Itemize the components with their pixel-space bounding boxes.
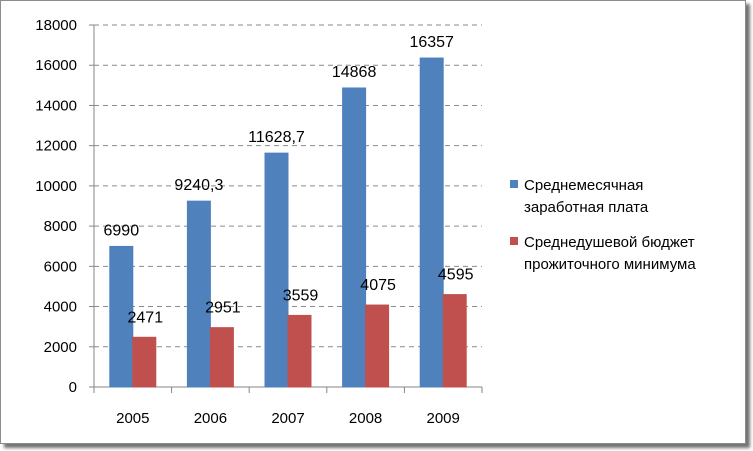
y-tick-label: 14000 [35,97,77,114]
data-label: 2951 [205,300,241,317]
y-tick-label: 10000 [35,178,77,195]
data-label: 4075 [360,277,396,294]
bar [419,57,444,388]
y-tick-label: 0 [69,379,77,396]
legend-swatch [510,180,518,188]
y-tick-label: 2000 [44,339,77,356]
y-tick-label: 8000 [44,218,77,235]
data-label: 9240,3 [174,177,223,194]
bar [109,245,134,388]
y-tick-label: 16000 [35,57,77,74]
legend-label: заработная плата [524,199,649,216]
bar [287,314,312,388]
y-tick-label: 4000 [44,299,77,316]
y-tick-label: 6000 [44,258,77,275]
y-tick-label: 18000 [35,17,77,34]
y-tick-label: 12000 [35,138,77,155]
data-label: 3559 [283,287,319,304]
data-label: 6990 [104,222,140,239]
data-label: 14868 [332,64,377,81]
x-tick-label: 2006 [194,410,227,427]
data-label: 4595 [438,267,474,284]
data-label: 2471 [128,309,164,326]
bar [186,200,211,388]
bar [342,87,367,388]
x-tick-label: 2007 [271,410,304,427]
data-label: 16357 [409,34,454,51]
x-tick-label: 2009 [427,410,460,427]
bar-chart: 0 2000 4000 6000 8000 10000 12000 14000 16000 180… [35,17,696,427]
legend-label: прожиточного минимума [524,256,696,273]
chart-frame: 0 2000 4000 6000 8000 10000 12000 14000 16000 180… [0,0,746,444]
bar [132,336,157,388]
bar [442,294,467,388]
legend-label: Среднедушевой бюджет [524,234,695,251]
x-tick-label: 2005 [116,410,149,427]
legend-label: Среднемесячная [524,177,643,194]
x-tick-label: 2008 [349,410,382,427]
legend-swatch [510,237,518,245]
bar [209,327,234,388]
data-label: 11628,7 [248,129,305,146]
bar [264,152,289,388]
bar [365,304,390,388]
